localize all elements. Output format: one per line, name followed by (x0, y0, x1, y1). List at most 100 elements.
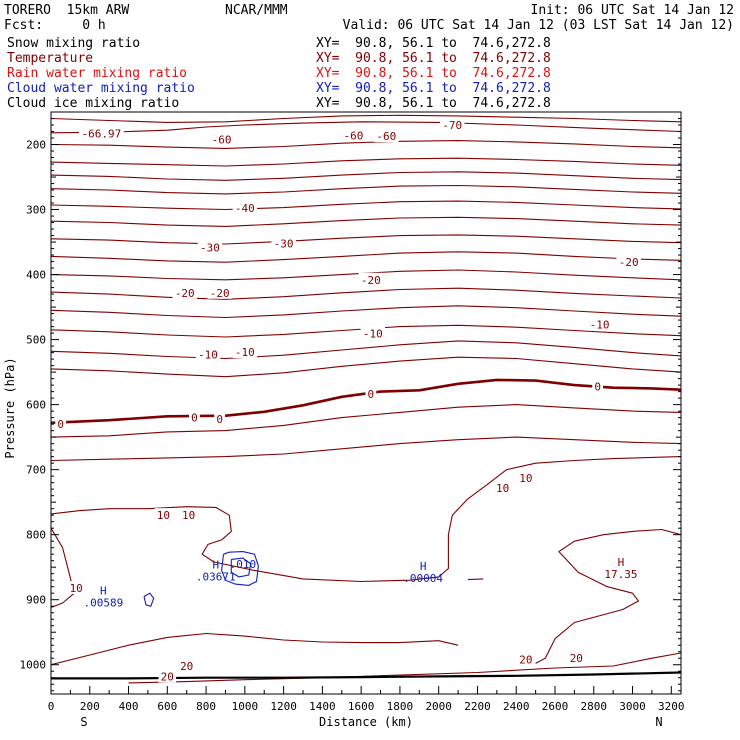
isotherm-label-23: 10 (70, 582, 83, 595)
y-tick-label-400: 400 (26, 269, 46, 282)
isotherm-label-bg-26 (177, 659, 196, 673)
isotherm-label-5: -40 (235, 202, 255, 215)
isotherm-label-18: 0 (216, 413, 223, 426)
isotherm-label-bg-4 (374, 129, 399, 143)
isotherm-label-bg-1 (440, 118, 465, 132)
isotherm-m20-11 (51, 287, 681, 300)
isotherm-label-8: -20 (175, 287, 195, 300)
isotherm-20-23 (51, 632, 459, 666)
isotherm-label-bg-20 (592, 379, 604, 393)
isotherm-label-17: 0 (191, 412, 198, 425)
cloud-water-contour-0 (221, 551, 259, 586)
x-axis-label: Distance (km) (319, 715, 413, 729)
center-name: NCAR/MMM (225, 3, 288, 18)
isotherm-15-20 (51, 527, 75, 609)
y-tick-label-300: 300 (26, 204, 46, 217)
isotherm-label-16: 0 (57, 418, 64, 431)
extremum-value-3: .00589 (83, 597, 123, 610)
isotherm-label-1: -70 (442, 119, 462, 132)
isotherm-m60-0 (51, 114, 681, 123)
isotherm-m30-6 (51, 200, 681, 211)
isotherm-label-10: -20 (361, 274, 381, 287)
y-tick-label-200: 200 (26, 139, 46, 152)
isotherm-15-21 (535, 528, 681, 664)
x-tick-label-600: 600 (157, 700, 177, 713)
isotherm-label-bg-16 (55, 417, 67, 431)
isotherm-label-12: -10 (198, 349, 218, 362)
terrain-surface-line (51, 671, 682, 680)
isotherm-label-bg-7 (271, 236, 296, 250)
x-tick-label-2400: 2400 (503, 700, 530, 713)
y-tick-label-500: 500 (26, 334, 46, 347)
isotherm-label-bg-11 (616, 255, 641, 269)
isotherm-label-bg-8 (172, 285, 197, 299)
isotherm-label-bg-5 (232, 201, 258, 215)
isotherm-label-bg-6 (197, 240, 223, 254)
isotherm-label-bg-17 (189, 410, 200, 424)
isotherm-label-21: 10 (157, 509, 170, 522)
x-tick-label-1400: 1400 (309, 700, 336, 713)
field-xy-cloud-water: XY= 90.8, 56.1 to 74.6,272.8 (316, 81, 551, 96)
x-tick-label-1600: 1600 (348, 700, 375, 713)
isotherm-5-17 (51, 404, 681, 438)
isotherm-label-15: -10 (590, 319, 610, 332)
cloud-water-contour-label: .010 (230, 558, 257, 571)
isotherm-label-26: 20 (180, 660, 193, 673)
isotherm-m50-3 (51, 157, 681, 167)
isotherm-label-bg-24 (493, 480, 512, 494)
field-xy-snow: XY= 90.8, 56.1 to 74.6,272.8 (316, 36, 551, 51)
isotherm-m30-7 (51, 216, 681, 227)
x-tick-label-1200: 1200 (270, 700, 297, 713)
isotherm-15-22 (467, 578, 484, 581)
extremum-value-0: 17.35 (604, 568, 637, 581)
x-tick-label-2000: 2000 (425, 700, 452, 713)
isotherm-m5-15 (51, 356, 681, 378)
x-tick-label-1000: 1000 (232, 700, 259, 713)
extremum-mark-2: H (420, 560, 427, 573)
isotherm-label-bg-23 (67, 581, 85, 595)
field-name-cloud-water: Cloud water mixing ratio (7, 81, 195, 96)
plot-frame (50, 111, 682, 695)
isotherm-label-19: 0 (368, 388, 375, 401)
isotherm-m50-2 (51, 140, 681, 149)
isotherm-m10-14 (51, 340, 681, 360)
x-tick-label-0: 0 (48, 700, 55, 713)
field-xy-cloud-ice: XY= 90.8, 56.1 to 74.6,272.8 (316, 96, 551, 111)
x-tick-label-2800: 2800 (581, 700, 608, 713)
isotherm-label-bg-10 (358, 272, 384, 286)
isotherm-label-9: -20 (210, 287, 230, 300)
field-name-temperature: Temperature (7, 51, 94, 66)
isotherm-label-7: -30 (274, 237, 294, 250)
isotherm-label-bg-3 (341, 128, 366, 142)
x-tick-label-2200: 2200 (464, 700, 491, 713)
isotherm-m20-9 (51, 251, 681, 263)
isotherm-label-bg-27 (517, 652, 535, 666)
isotherm-m30-8 (51, 234, 681, 245)
isotherm-label-bg-14 (360, 326, 385, 340)
extremum-mark-3: H (100, 585, 107, 598)
y-tick-label-800: 800 (26, 529, 46, 542)
x-tick-label-1800: 1800 (387, 700, 414, 713)
cloud-water-contour-2 (143, 592, 155, 607)
isotherm-label-bg-13 (232, 344, 258, 358)
isotherm-label-29: 20 (161, 670, 174, 683)
isotherm-m10-12 (51, 305, 681, 319)
isotherm-10-19 (51, 456, 681, 583)
valid-time: Valid: 06 UTC Sat 14 Jan 12 (03 LST Sat … (342, 18, 734, 33)
y-tick-label-900: 900 (26, 594, 46, 607)
forecast-hour: Fcst: 0 h (4, 18, 106, 33)
y-tick-label-600: 600 (26, 399, 46, 412)
isotherm-label-3: -60 (343, 129, 363, 142)
isotherm-label-11: -20 (619, 256, 639, 269)
isotherm-label-bg-25 (517, 471, 535, 485)
field-xy-temperature: XY= 90.8, 56.1 to 74.6,272.8 (316, 51, 551, 66)
extremum-value-2: .00004 (403, 572, 443, 585)
isotherm-label-28: 20 (570, 652, 583, 665)
x-tick-label-800: 800 (196, 700, 216, 713)
field-xy-rain: XY= 90.8, 56.1 to 74.6,272.8 (316, 66, 551, 81)
x-tick-label-3000: 3000 (619, 700, 646, 713)
isotherm-m40-4 (51, 171, 681, 181)
isotherm-label-24: 10 (496, 482, 509, 495)
isotherm-label-bg-18 (214, 411, 226, 425)
isotherm-label-bg-29 (158, 669, 177, 683)
